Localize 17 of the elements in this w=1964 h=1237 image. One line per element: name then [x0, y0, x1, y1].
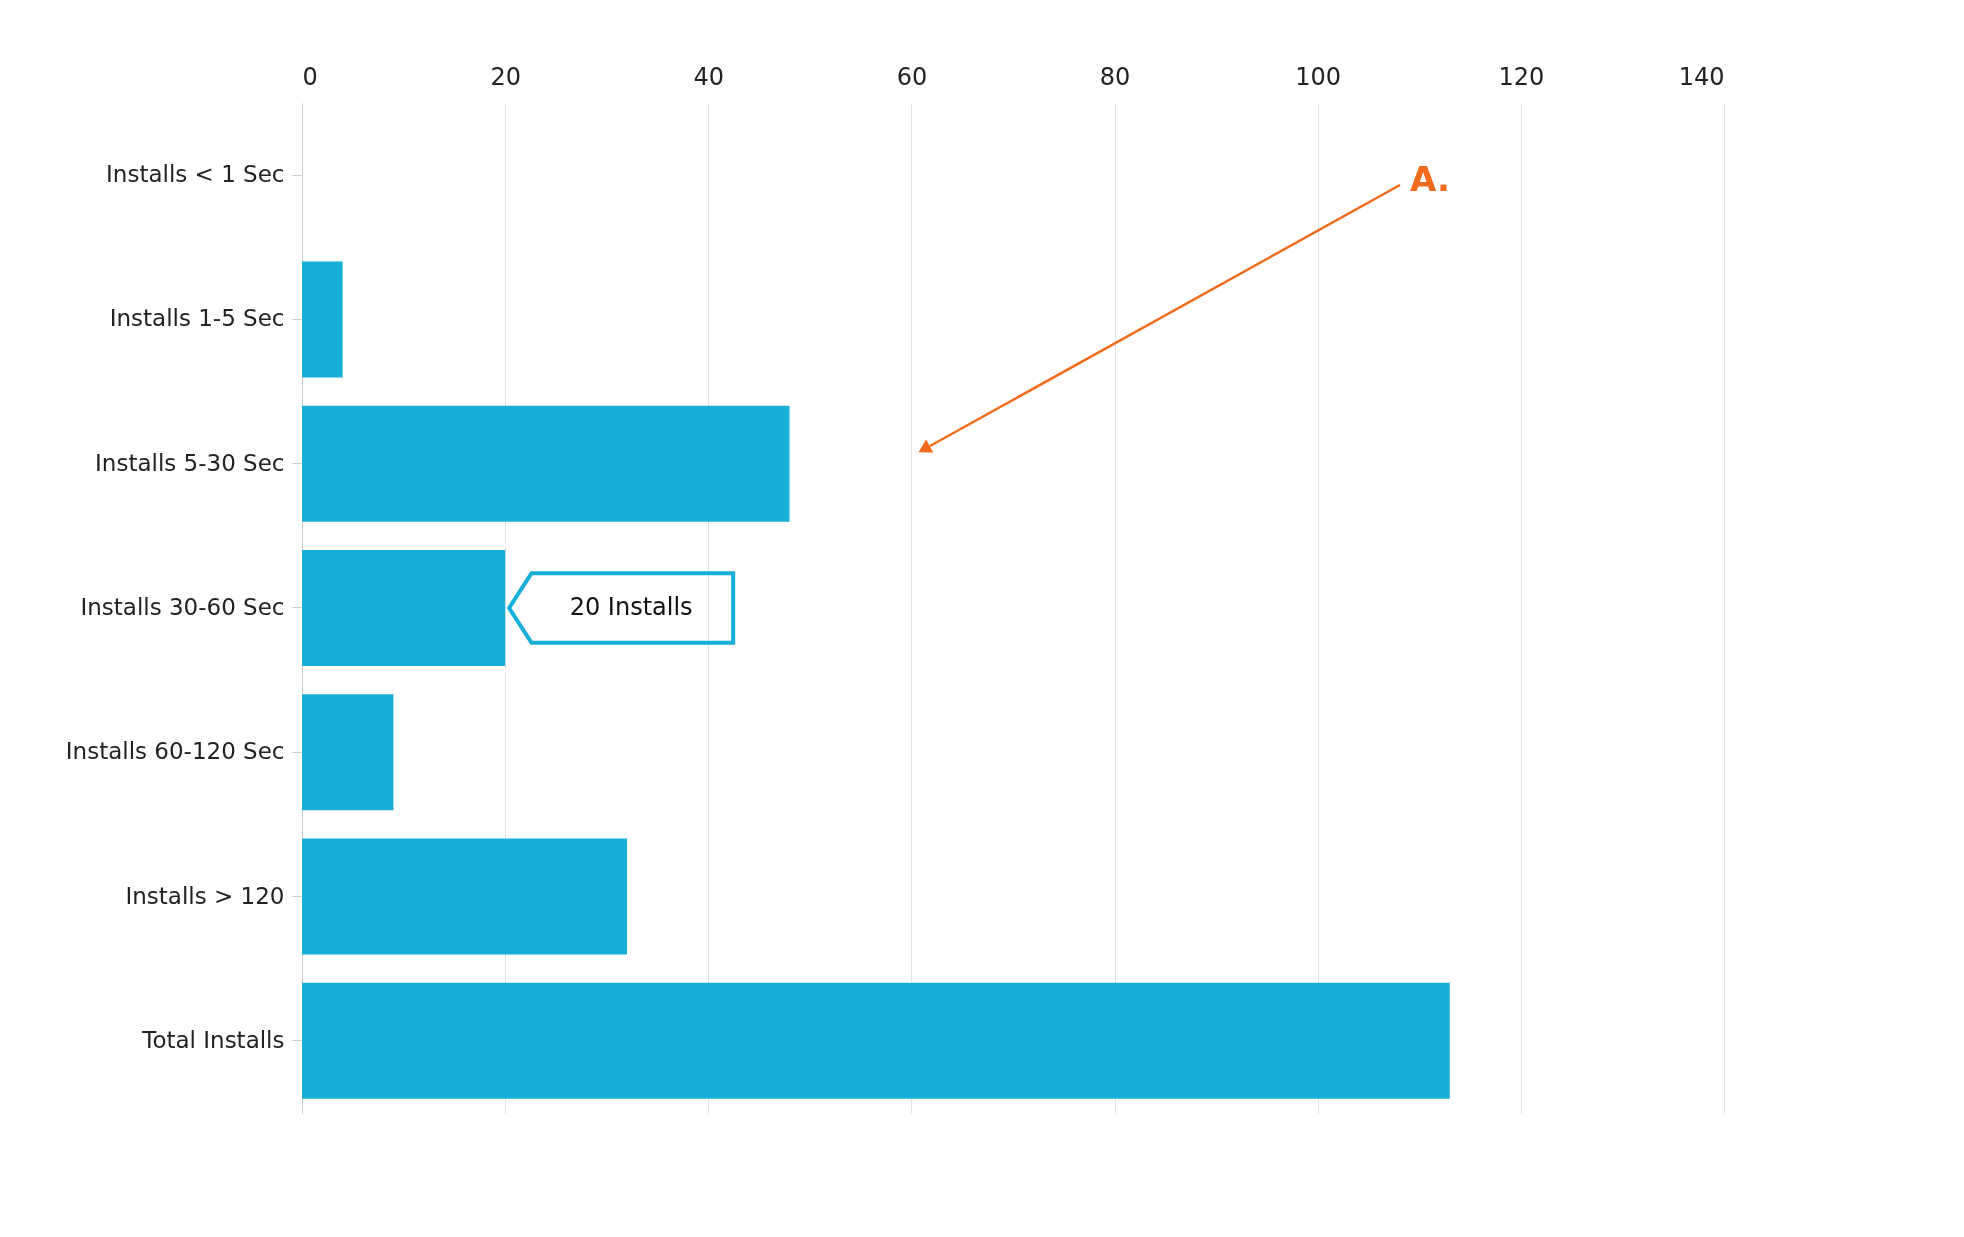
- annotation: 20 Installs: [569, 593, 693, 621]
- y-tick-label: Installs 5-30 Sec: [95, 449, 285, 476]
- x-tick-label: 120: [1498, 62, 1545, 91]
- x-tick-label: 80: [1099, 62, 1131, 91]
- y-tick-label: Installs 30-60 Sec: [80, 594, 285, 620]
- x-tick-label: 60: [896, 62, 928, 91]
- x-tick-label: 40: [693, 62, 725, 91]
- y-tick-label: Installs 60-120 Sec: [65, 738, 285, 765]
- y-tick-label: Installs 1-5 Sec: [109, 305, 285, 332]
- x-tick-label: 100: [1295, 62, 1342, 91]
- x-tick-label: 0: [302, 62, 318, 91]
- y-tick-label: Installs < 1 Sec: [106, 161, 285, 188]
- annotation: A.: [1410, 159, 1450, 199]
- x-tick-label: 140: [1678, 62, 1725, 91]
- x-tick-label: 20: [490, 62, 521, 91]
- y-tick-label: Installs > 120: [125, 882, 285, 909]
- y-tick-label: Total Installs: [141, 1026, 285, 1053]
